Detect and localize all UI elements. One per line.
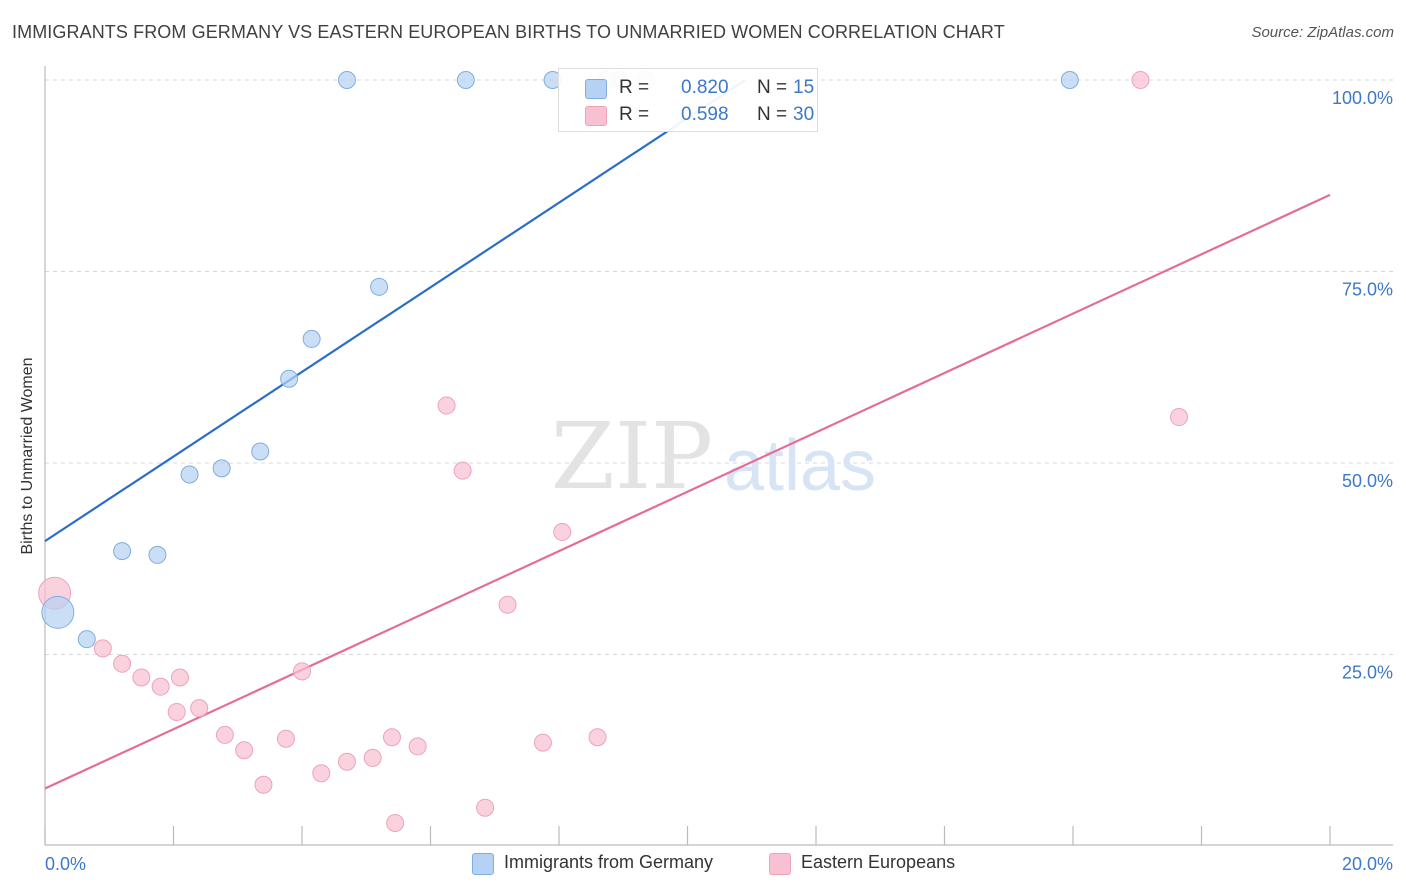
y-tick-label: 75.0%: [1342, 280, 1393, 300]
y-axis-label: Births to Unmarried Women: [19, 357, 36, 555]
y-tick-label: 25.0%: [1342, 663, 1393, 683]
data-point-eastern: [408, 737, 427, 756]
data-point-germany: [113, 542, 132, 561]
data-point-eastern: [1170, 408, 1189, 427]
data-point-eastern: [93, 639, 112, 658]
trend-line-eastern: [44, 193, 1331, 790]
legend-swatch-eastern: [585, 106, 607, 126]
data-point-eastern: [533, 733, 552, 752]
data-point-eastern: [312, 764, 331, 783]
data-point-germany: [77, 630, 96, 649]
legend-r-value-eastern: 0.598: [681, 104, 729, 125]
x-tick-label: 0.0%: [45, 854, 86, 874]
data-point-germany: [456, 71, 475, 89]
data-point-eastern: [386, 814, 405, 833]
trend-line-germany: [44, 79, 746, 543]
data-point-eastern: [553, 522, 572, 541]
tick-label-layer: 100.0% 75.0% 50.0% 25.0% 0.0% 20.0%: [45, 88, 1393, 874]
bottom-legend-label-eastern: Eastern Europeans: [801, 852, 956, 872]
data-point-germany: [337, 71, 356, 89]
legend-swatch-germany: [585, 79, 607, 99]
data-point-eastern: [476, 798, 495, 817]
data-point-eastern: [1131, 71, 1150, 89]
data-point-germany: [212, 459, 231, 478]
data-point-eastern: [588, 728, 607, 747]
legend-n-value-eastern: 30: [793, 104, 815, 125]
data-point-eastern: [363, 748, 382, 767]
data-point-eastern: [453, 461, 472, 480]
bottom-legend-swatch-eastern: [769, 853, 791, 875]
data-point-germany: [370, 277, 389, 296]
data-point-germany: [1060, 71, 1079, 89]
data-point-germany: [148, 545, 167, 564]
legend-n-label: N =: [757, 77, 788, 98]
correlation-legend: R = 0.820 N = 15 R = 0.598 N = 30: [558, 68, 818, 132]
data-point-eastern: [170, 668, 189, 687]
source-note: Source: ZipAtlas.com: [1251, 24, 1394, 41]
data-point-eastern: [276, 729, 295, 748]
chart-title: IMMIGRANTS FROM GERMANY VS EASTERN EUROP…: [12, 22, 1005, 42]
data-point-eastern: [151, 677, 170, 696]
data-point-germany: [251, 442, 270, 461]
data-point-germany: [41, 595, 75, 629]
legend-r-value-germany: 0.820: [681, 77, 729, 98]
x-tick-label: 20.0%: [1342, 854, 1393, 874]
legend-n-label: N =: [757, 104, 788, 125]
y-tick-label: 100.0%: [1332, 88, 1393, 108]
y-tick-label: 50.0%: [1342, 471, 1393, 491]
data-point-eastern: [437, 396, 456, 415]
data-point-eastern: [337, 752, 356, 771]
data-point-eastern: [254, 775, 273, 794]
data-point-eastern: [498, 595, 517, 614]
data-point-eastern: [293, 662, 311, 681]
watermark-zip: ZIP: [551, 403, 713, 510]
watermark-atlas: atlas: [724, 426, 876, 506]
legend-r-label: R =: [619, 104, 650, 125]
data-point-germany: [180, 465, 199, 484]
bottom-legend-label-germany: Immigrants from Germany: [504, 852, 714, 872]
data-point-germany: [302, 329, 321, 348]
data-point-eastern: [215, 725, 234, 744]
bottom-legend-swatch-germany: [472, 853, 494, 875]
watermark: ZIP atlas: [551, 403, 876, 510]
data-point-eastern: [132, 668, 151, 687]
data-point-eastern: [167, 702, 186, 721]
grid-layer: [45, 79, 1395, 655]
legend-r-label: R =: [619, 77, 650, 98]
data-point-eastern: [382, 728, 401, 747]
axis-layer: [44, 66, 1393, 846]
data-point-eastern: [235, 741, 254, 760]
data-point-germany: [280, 369, 299, 388]
data-point-eastern: [190, 699, 209, 718]
legend-n-value-germany: 15: [793, 77, 815, 98]
trend-layer: [44, 79, 1331, 790]
data-point-eastern: [113, 654, 132, 673]
